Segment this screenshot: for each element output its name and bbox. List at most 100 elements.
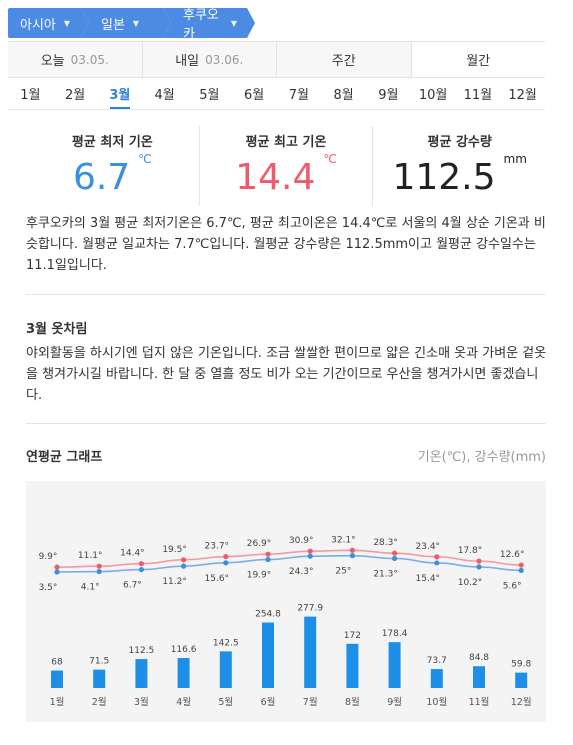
precipitation-label: 84.8 <box>469 653 489 663</box>
min-temp-label: 5.6° <box>503 581 522 591</box>
precipitation-bar <box>346 643 359 688</box>
tab-month-4[interactable]: 4월 <box>154 88 175 103</box>
precipitation-label: 178.4 <box>382 629 408 639</box>
tab-label: 오늘 <box>40 54 65 69</box>
stat-value: 14.4 <box>235 157 316 198</box>
stat-value: 6.7 <box>72 157 131 198</box>
max-temp-point <box>307 548 313 554</box>
divider <box>26 294 546 295</box>
tab-month-9[interactable]: 9월 <box>378 88 399 103</box>
min-temp-label: 19.9° <box>247 571 272 581</box>
min-temp-label: 15.6° <box>205 574 230 584</box>
max-temp-point <box>349 547 355 553</box>
tab-today[interactable]: 오늘 03.05. <box>8 42 143 77</box>
tab-month-11[interactable]: 11월 <box>463 88 493 103</box>
yearly-chart-svg: 9.9° 3.5° 68 1월 11.1° 4.1° 71.5 2월 14.4° 6.7° 112.… <box>39 535 532 708</box>
min-temp-point <box>138 566 144 573</box>
period-tabs: 오늘 03.05. 내일 03.06. 주간 월간 <box>8 41 545 78</box>
max-temp-point <box>138 561 144 567</box>
min-temp-point <box>223 560 229 566</box>
breadcrumb-label: 아시아 <box>20 17 56 33</box>
breadcrumb-label: 후쿠오카 <box>183 8 219 42</box>
tab-month-1[interactable]: 1월 <box>20 88 41 103</box>
stat-label: 평균 강수량 <box>427 135 492 150</box>
precipitation-bar <box>262 622 274 688</box>
precipitation-label: 254.8 <box>255 610 281 620</box>
max-temp-point <box>96 563 102 569</box>
precipitation-label: 116.6 <box>171 645 197 655</box>
tab-month-5[interactable]: 5월 <box>199 88 220 103</box>
min-temp-point <box>434 560 440 566</box>
precipitation-bar <box>219 651 232 688</box>
month-tabs: 1월 2월 3월 4월 5월 6월 7월 8월 9월 10월 11월 12월 <box>8 78 545 110</box>
min-temp-point <box>476 564 482 570</box>
max-temp-label: 19.5° <box>162 545 187 555</box>
max-temp-point <box>392 550 398 556</box>
stat-unit: ℃ <box>138 152 152 166</box>
max-temp-label: 11.1° <box>78 551 103 561</box>
precipitation-bar <box>304 616 317 688</box>
tab-weekly[interactable]: 주간 <box>277 42 412 77</box>
min-temp-label: 11.2° <box>162 577 187 587</box>
precipitation-label: 142.5 <box>213 638 239 648</box>
tab-monthly[interactable]: 월간 <box>411 42 545 77</box>
max-temp-line <box>56 549 522 568</box>
max-temp-label: 17.8° <box>458 546 483 556</box>
min-temp-label: 15.4° <box>416 574 441 584</box>
max-temp-label: 28.3° <box>373 538 398 548</box>
max-temp-point <box>434 554 440 560</box>
tab-month-10[interactable]: 10월 <box>418 88 448 103</box>
max-temp-label: 23.7° <box>205 542 230 552</box>
breadcrumb-continent[interactable]: 아시아 ▼ <box>8 8 89 38</box>
precipitation-bar <box>430 669 443 688</box>
min-temp-label: 4.1° <box>81 583 100 593</box>
month-axis-label: 11월 <box>469 696 490 708</box>
min-temp-label: 6.7° <box>123 581 142 591</box>
month-axis-label: 12월 <box>511 696 532 708</box>
tab-month-7[interactable]: 7월 <box>288 88 309 103</box>
stat-value: 112.5 <box>392 157 496 198</box>
precipitation-label: 112.5 <box>129 646 155 656</box>
breadcrumb-city[interactable]: 후쿠오카 ▼ <box>163 8 255 42</box>
month-axis-label: 6월 <box>261 696 276 708</box>
month-axis-label: 4월 <box>176 696 191 708</box>
monthly-stats: 평균 최저 기온 6.7 ℃ 평균 최고 기온 14.4 ℃ 평균 강수량 112.… <box>26 126 546 206</box>
month-axis-label: 2월 <box>92 696 107 708</box>
caret-down-icon: ▼ <box>63 18 71 28</box>
min-temp-point <box>54 569 60 575</box>
stat-label: 평균 최저 기온 <box>71 135 153 150</box>
tab-month-2[interactable]: 2월 <box>65 88 86 103</box>
tab-month-8[interactable]: 8월 <box>333 88 354 103</box>
tab-date: 03.06. <box>205 52 244 67</box>
stat-precipitation: 평균 강수량 112.5 mm <box>372 126 546 206</box>
month-axis-label: 3월 <box>134 696 149 708</box>
precipitation-label: 68 <box>51 658 63 668</box>
tab-tomorrow[interactable]: 내일 03.06. <box>142 42 277 77</box>
tab-month-3[interactable]: 3월 <box>98 78 143 109</box>
precipitation-bar <box>388 642 401 688</box>
min-temp-line <box>56 554 522 573</box>
breadcrumb-country[interactable]: 일본 ▼ <box>81 8 171 38</box>
caret-down-icon: ▼ <box>132 18 140 28</box>
tab-month-6[interactable]: 6월 <box>244 88 265 103</box>
max-temp-label: 12.6° <box>500 550 525 560</box>
min-temp-point <box>96 568 102 575</box>
min-temp-point <box>349 553 355 559</box>
stat-unit: mm <box>503 152 527 166</box>
tab-month-12[interactable]: 12월 <box>508 88 537 103</box>
stat-unit: ℃ <box>323 152 337 166</box>
max-temp-label: 26.9° <box>247 539 272 549</box>
clothes-title: 3월 옷차림 <box>26 322 88 337</box>
tab-label: 내일 <box>175 54 200 69</box>
min-temp-label: 24.3° <box>289 567 314 577</box>
min-temp-point <box>265 556 271 563</box>
min-temp-point <box>181 563 187 569</box>
max-temp-point <box>518 562 524 568</box>
min-temp-label: 10.2° <box>458 578 483 588</box>
month-description: 후쿠오카의 3월 평균 최저기온은 6.7℃, 평균 최고이온은 14.4℃로 … <box>26 216 546 273</box>
divider <box>26 423 546 424</box>
yearly-chart: 9.9° 3.5° 68 1월 11.1° 4.1° 71.5 2월 14.4° 6.7° 112.… <box>26 481 546 722</box>
min-temp-label: 3.5° <box>39 583 58 593</box>
precipitation-label: 277.9 <box>297 604 323 614</box>
max-temp-label: 30.9° <box>289 536 314 546</box>
